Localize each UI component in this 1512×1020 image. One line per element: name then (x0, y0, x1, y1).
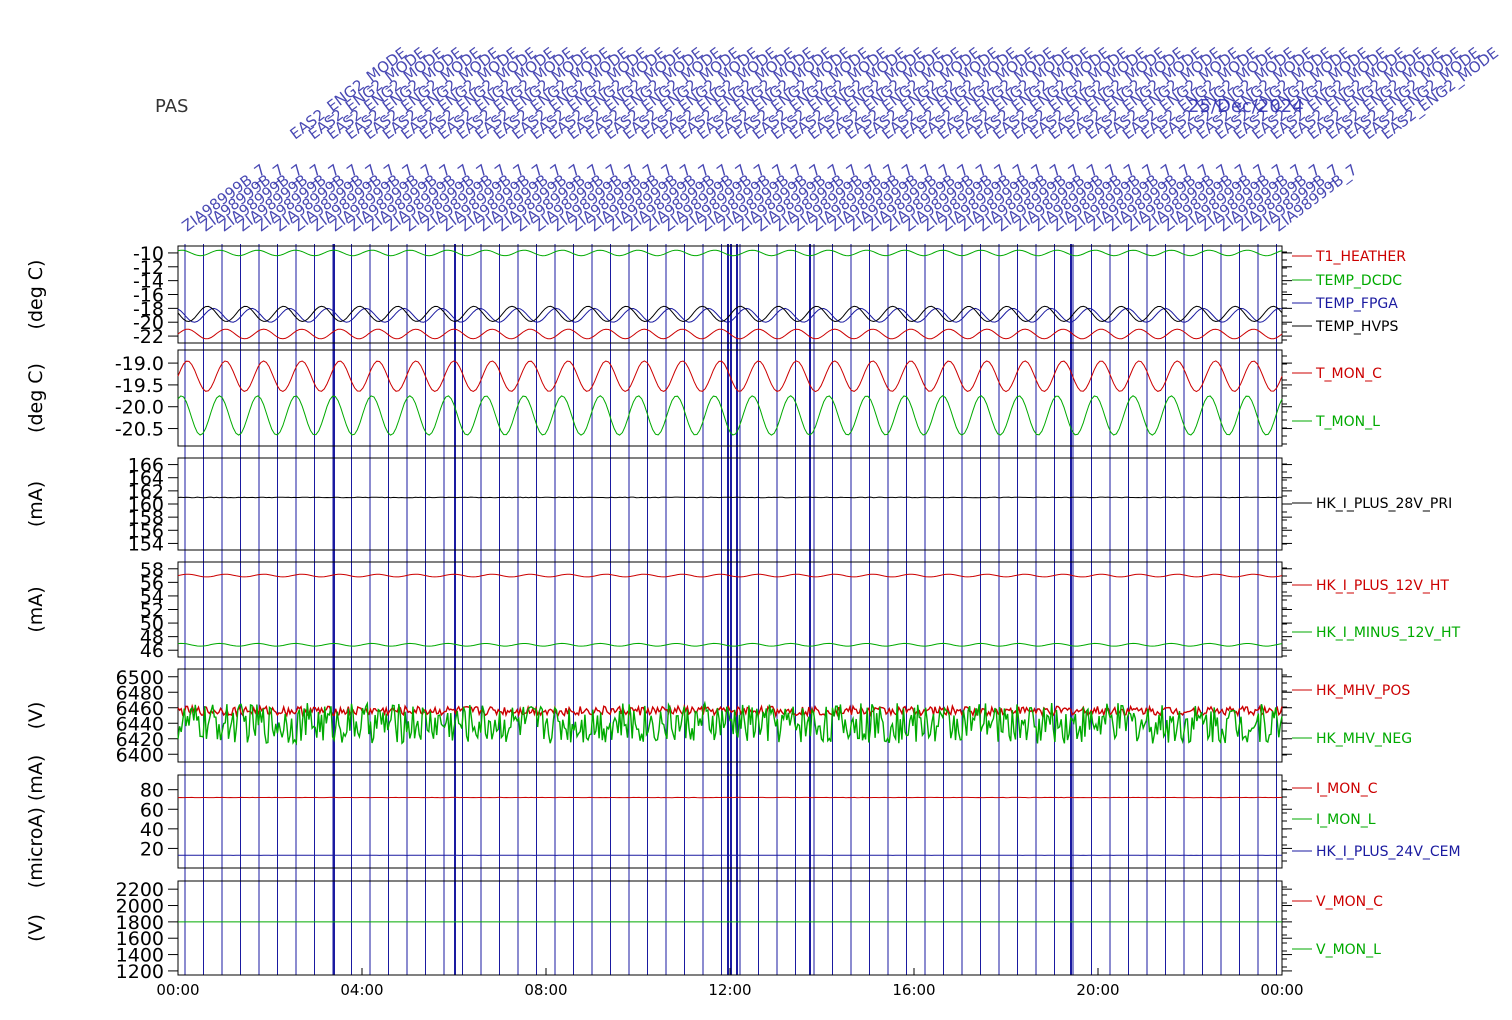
legend-label: HK_I_PLUS_24V_CEM (1316, 844, 1461, 860)
ytick-label: 52 (140, 600, 164, 622)
ytick-label: 166 (128, 455, 164, 477)
ytick-label: 40 (140, 819, 164, 841)
y-axis-label: (mA) (25, 481, 47, 527)
event-annotations: ZIA98999B_7EAS2_ENG2_MODEZIA98999B_7EAS2… (179, 44, 1503, 236)
legend-label: V_MON_L (1316, 942, 1381, 958)
legend-label: HK_I_PLUS_28V_PRI (1316, 496, 1452, 512)
ytick-label: -10 (133, 243, 164, 265)
ytick-label: 50 (140, 613, 164, 635)
ytick-label: -18 (133, 298, 164, 320)
ytick-label: -20.5 (115, 419, 164, 441)
ytick-label: 1200 (116, 961, 164, 983)
legend-label: HK_I_PLUS_12V_HT (1316, 578, 1449, 594)
legend-label: I_MON_C (1316, 781, 1378, 797)
ytick-label: 56 (140, 572, 164, 594)
y-axis-label: (deg C) (25, 363, 47, 433)
legend-label: HK_MHV_NEG (1316, 731, 1412, 747)
ytick-label: 46 (140, 640, 164, 662)
ytick-label: -22 (133, 326, 164, 348)
ytick-label: 6400 (116, 744, 164, 766)
ytick-label: 48 (140, 627, 164, 649)
ytick-label: -20.0 (115, 397, 164, 419)
ytick-label: 156 (128, 520, 164, 542)
date-label: 25/Dec/2024 (1188, 96, 1304, 117)
panel-frame (177, 349, 1283, 447)
ytick-label: 58 (140, 559, 164, 581)
ytick-label: 6440 (116, 713, 164, 735)
legend-label: I_MON_L (1316, 812, 1376, 828)
ytick-label: -16 (133, 285, 164, 307)
panels: -10-12-14-16-18-20-22 (deg C) T1_HEATHER TE… (25, 243, 1461, 983)
legend-label: HK_I_MINUS_12V_HT (1316, 625, 1461, 641)
y-axis-label: (microA) (mA) (25, 755, 47, 888)
xtick-label: 12:00 (708, 981, 751, 999)
ytick-label: 6500 (116, 667, 164, 689)
series-line (177, 496, 1282, 499)
legend-label: T1_HEATHER (1315, 249, 1406, 265)
series-line (177, 642, 1283, 647)
xtick-label: 00:00 (1260, 981, 1303, 999)
series-line (177, 307, 1283, 323)
legend-label: TEMP_DCDC (1315, 273, 1402, 289)
series-line (177, 328, 1283, 340)
y-axis-label: (mA) (25, 586, 47, 632)
ytick-label: 160 (128, 494, 164, 516)
xtick-label: 08:00 (524, 981, 567, 999)
ytick-label: 158 (128, 507, 164, 529)
ytick-label: 1600 (116, 928, 164, 950)
ytick-label: 154 (128, 533, 164, 555)
ytick-label: 6420 (116, 729, 164, 751)
ytick-label: 2200 (116, 879, 164, 901)
legend-label: HK_MHV_POS (1316, 683, 1410, 699)
series-line (177, 305, 1283, 323)
xtick-label: 20:00 (1076, 981, 1119, 999)
ytick-label: 60 (140, 799, 164, 821)
legend-label: T_MON_L (1315, 414, 1380, 430)
ytick-label: 6460 (116, 698, 164, 720)
series-line (177, 573, 1283, 578)
panel-2: -19.0-19.5-20.0-20.5 (deg C) T_MON_C T_MON_… (25, 349, 1382, 447)
series-line (177, 395, 1283, 436)
ytick-label: -20 (133, 312, 164, 334)
ytick-label: -12 (133, 257, 164, 279)
y-axis-label: (deg C) (25, 260, 47, 330)
xtick-label: 04:00 (340, 981, 383, 999)
y-axis-label: (V) (25, 914, 47, 942)
event-lines (184, 244, 1277, 975)
ytick-label: 20 (140, 838, 164, 860)
legend-label: TEMP_HVPS (1315, 319, 1398, 335)
ytick-label: -19.5 (115, 375, 164, 397)
instrument-label: PAS (155, 96, 189, 117)
ytick-label: 2000 (116, 896, 164, 918)
ytick-label: 80 (140, 780, 164, 802)
legend-label: V_MON_C (1316, 894, 1383, 910)
time-axis: 00:00 04:00 08:00 12:00 16:00 20:00 00:00 (156, 968, 1304, 999)
ytick-label: 164 (128, 468, 164, 490)
xtick-label: 00:00 (156, 981, 199, 999)
panel-1: -10-12-14-16-18-20-22 (deg C) T1_HEATHER TE… (25, 243, 1406, 348)
y-axis-label: (V) (25, 702, 47, 730)
series-line (177, 360, 1283, 393)
ytick-label: -14 (133, 271, 164, 293)
series-line (177, 249, 1283, 257)
ytick-label: 1400 (116, 945, 164, 967)
legend-label: T_MON_C (1315, 366, 1382, 382)
ytick-label: 54 (140, 586, 164, 608)
ytick-label: -19.0 (115, 353, 164, 375)
ytick-label: 6480 (116, 682, 164, 704)
series-line (177, 700, 1283, 746)
ytick-label: 1800 (116, 912, 164, 934)
legend-label: TEMP_FPGA (1315, 296, 1398, 312)
xtick-label: 16:00 (892, 981, 935, 999)
ytick-label: 162 (128, 481, 164, 503)
